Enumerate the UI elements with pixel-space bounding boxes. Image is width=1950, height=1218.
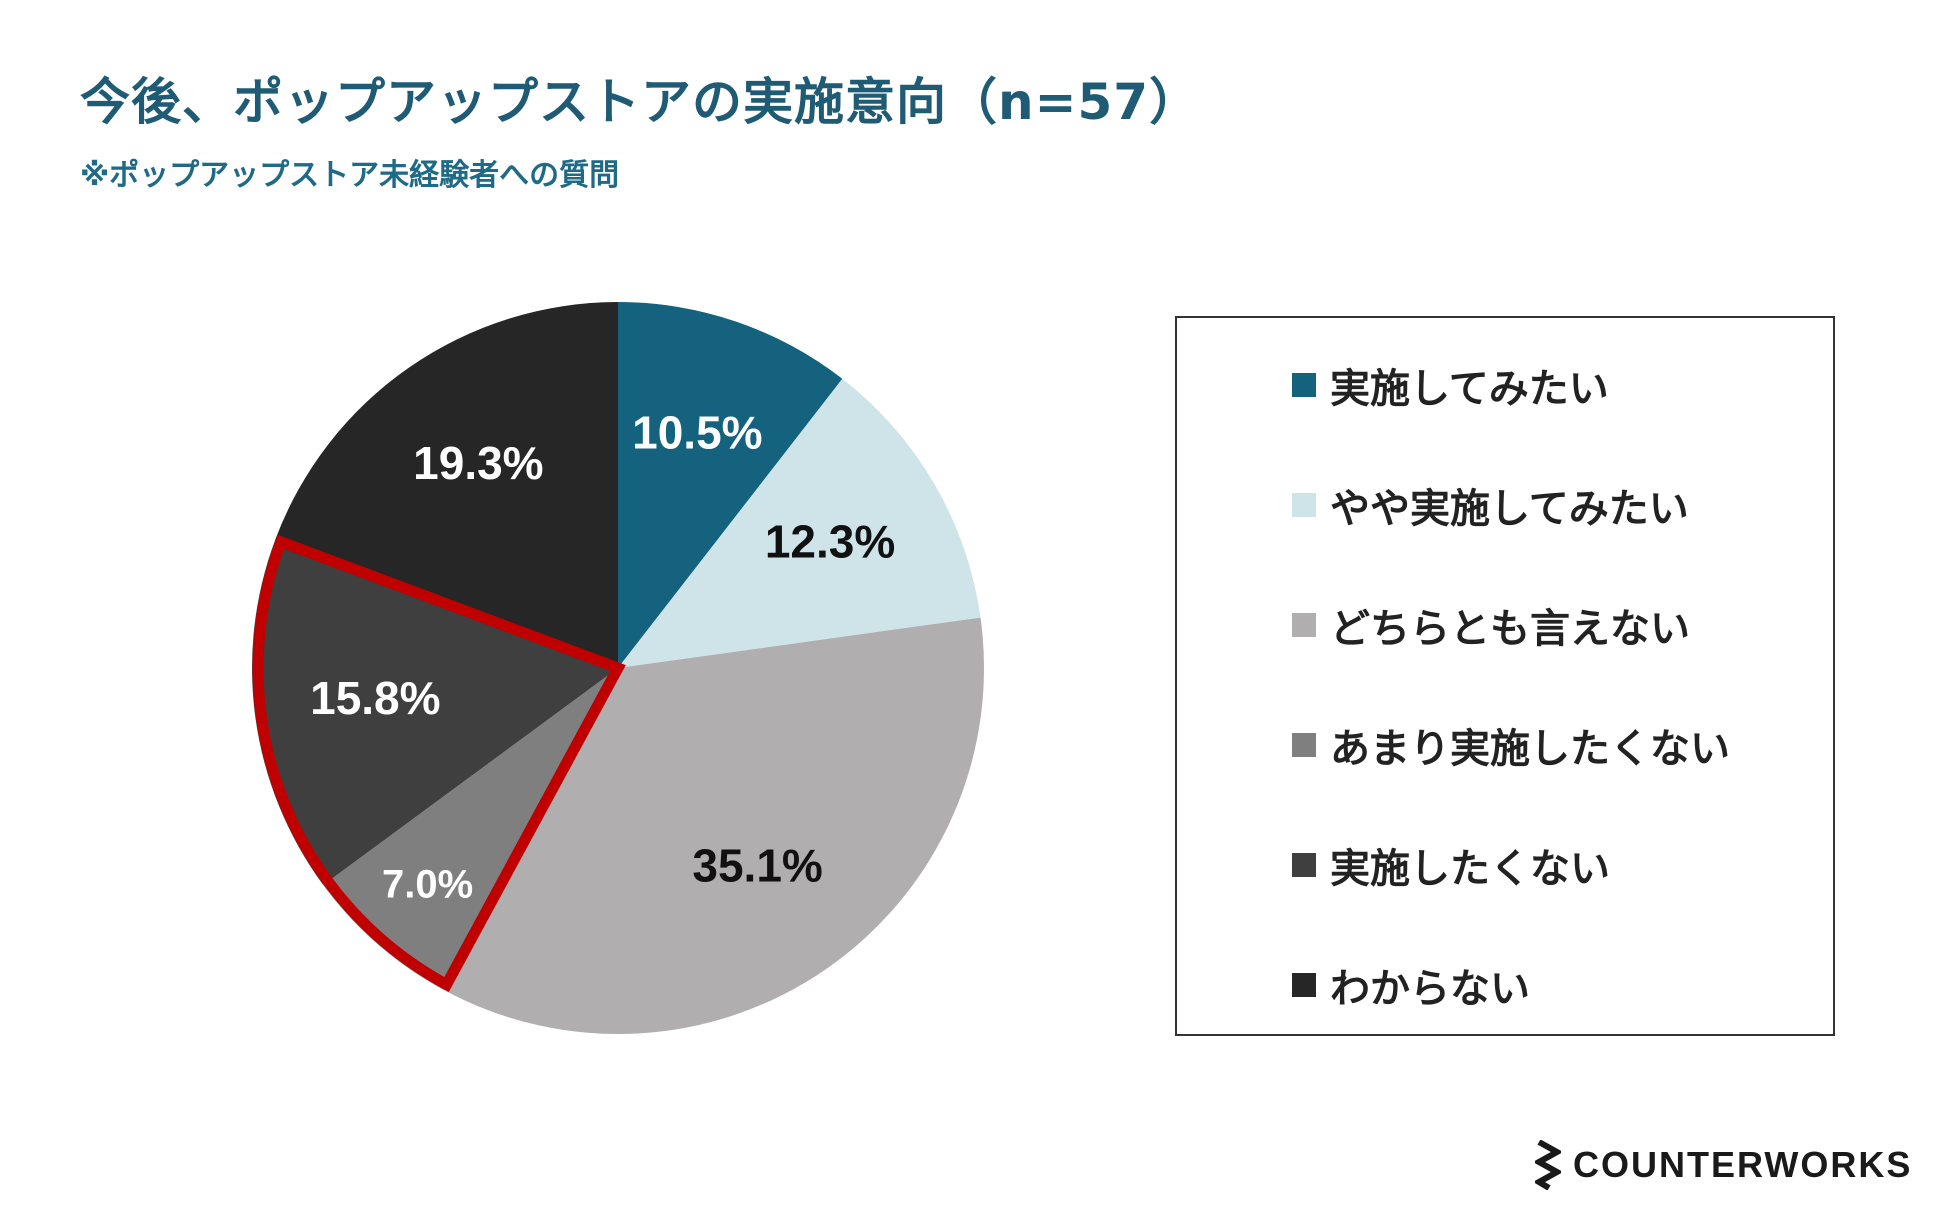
pie-slice bbox=[275, 301, 618, 668]
legend-swatch bbox=[1292, 973, 1316, 997]
pie-data-label: 15.8% bbox=[310, 672, 440, 724]
pie-data-label: 35.1% bbox=[692, 839, 822, 891]
pie-slice bbox=[252, 539, 618, 885]
brand-name: COUNTERWORKS bbox=[1573, 1144, 1913, 1185]
brand-mark-icon bbox=[1535, 1140, 1561, 1190]
legend-label: わからない bbox=[1330, 966, 1530, 1012]
legend-swatch bbox=[1292, 493, 1316, 517]
legend-item: あまり実施したくない bbox=[1292, 716, 1730, 774]
legend-label: やや実施してみたい bbox=[1330, 486, 1689, 532]
chart-title: 今後、ポップアップストアの実施意向（n=57） bbox=[80, 73, 1201, 131]
legend-item: やや実施してみたい bbox=[1292, 476, 1689, 534]
highlight-outline bbox=[252, 534, 626, 993]
pie-slice bbox=[443, 617, 985, 1034]
pie-slice bbox=[618, 302, 843, 668]
legend-label: 実施してみたい bbox=[1330, 366, 1609, 412]
legend-swatch bbox=[1292, 613, 1316, 637]
legend-label: あまり実施したくない bbox=[1330, 726, 1730, 772]
legend-item: どちらとも言えない bbox=[1292, 596, 1690, 654]
legend-swatch bbox=[1292, 373, 1316, 397]
legend-item: 実施したくない bbox=[1292, 836, 1610, 894]
legend: 実施してみたい やや実施してみたい どちらとも言えない あまり実施したくない 実… bbox=[1175, 316, 1835, 1036]
brand-logo: COUNTERWORKS bbox=[1535, 1140, 1912, 1190]
pie-slice bbox=[618, 378, 981, 668]
legend-item: 実施してみたい bbox=[1292, 356, 1609, 414]
pie-data-label: 19.3% bbox=[413, 437, 543, 489]
pie-slice bbox=[323, 668, 618, 990]
pie-data-label: 12.3% bbox=[765, 515, 895, 567]
legend-swatch bbox=[1292, 853, 1316, 877]
legend-label: 実施したくない bbox=[1330, 846, 1610, 892]
pie-data-label: 7.0% bbox=[382, 862, 473, 906]
legend-item: わからない bbox=[1292, 956, 1530, 1014]
pie-data-label: 10.5% bbox=[632, 406, 762, 458]
legend-swatch bbox=[1292, 733, 1316, 757]
legend-label: どちらとも言えない bbox=[1330, 606, 1690, 652]
chart-subtitle: ※ポップアップストア未経験者への質問 bbox=[80, 158, 620, 193]
